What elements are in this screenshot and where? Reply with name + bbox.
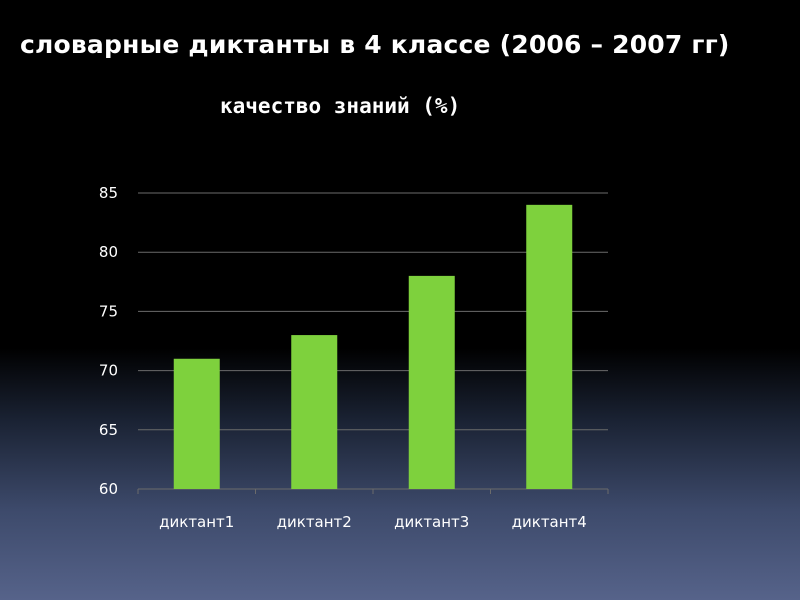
y-tick-label: 85 [99,184,118,202]
slide-title: словарные диктанты в 4 классе (2006 – 20… [20,30,730,59]
y-tick-label: 75 [99,302,118,320]
chart-subtitle: качество знаний (%) [220,94,461,118]
x-tick-label: диктант1 [159,513,234,531]
y-tick-label: 80 [99,243,118,261]
bar [526,204,573,489]
y-tick-label: 65 [99,421,118,439]
bar [173,358,220,489]
bar [408,275,455,489]
x-tick-label: диктант4 [512,513,587,531]
x-tick-label: диктант3 [394,513,469,531]
y-tick-label: 60 [99,480,118,498]
x-tick-label: диктант2 [277,513,352,531]
bar [291,335,338,489]
y-tick-label: 70 [99,362,118,380]
